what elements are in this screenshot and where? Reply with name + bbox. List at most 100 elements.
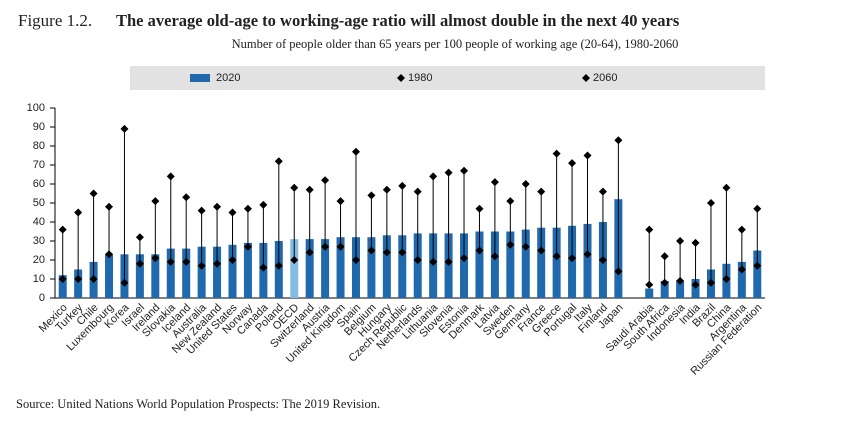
bar <box>382 235 391 298</box>
diamond-marker <box>120 124 129 133</box>
diamond-marker <box>460 166 469 175</box>
diamond-marker <box>166 172 175 181</box>
bar <box>58 275 67 298</box>
diamond-marker <box>120 278 129 287</box>
bar <box>398 235 407 298</box>
diamond-marker <box>274 261 283 270</box>
diamond-marker <box>552 252 561 261</box>
diamond-marker <box>521 242 530 251</box>
diamond-marker <box>74 208 83 217</box>
chart-title: The average old-age to working-age ratio… <box>116 11 680 30</box>
diamond-marker <box>382 185 391 194</box>
y-tick-label: 60 <box>33 178 45 190</box>
diamond-marker <box>645 280 654 289</box>
diamond-marker <box>367 246 376 255</box>
diamond-marker <box>182 193 191 202</box>
legend-label: 2060 <box>593 72 617 84</box>
legend-swatch <box>582 74 590 82</box>
diamond-marker <box>444 257 453 266</box>
diamond-marker <box>89 189 98 198</box>
diamond-marker <box>89 275 98 283</box>
diamond-marker <box>429 172 438 181</box>
diamond-marker <box>614 267 623 276</box>
bar <box>660 280 669 298</box>
y-tick-label: 20 <box>33 254 45 266</box>
bar <box>676 280 685 298</box>
diamond-marker <box>475 246 484 255</box>
diamond-marker <box>105 250 114 259</box>
diamond-marker <box>151 254 160 263</box>
diamond-marker <box>614 136 623 145</box>
diamond-marker <box>243 204 252 213</box>
diamond-marker <box>676 276 685 285</box>
diamond-marker <box>259 263 268 272</box>
legend-label: 2020 <box>216 72 240 84</box>
diamond-marker <box>737 225 746 234</box>
bar <box>336 237 345 298</box>
diamond-marker <box>135 233 144 242</box>
bar <box>367 237 376 298</box>
diamond-marker <box>583 250 592 259</box>
bar <box>213 246 222 298</box>
diamond-marker <box>290 256 299 264</box>
diamond-marker <box>259 200 268 209</box>
diamond-marker <box>429 257 438 266</box>
diamond-marker <box>336 242 345 251</box>
diamond-marker <box>490 252 499 261</box>
diamond-marker <box>475 204 484 213</box>
diamond-marker <box>243 242 252 251</box>
legend-swatch <box>397 74 405 82</box>
diamond-marker <box>351 147 360 156</box>
diamond-marker <box>691 280 700 289</box>
bar <box>197 246 206 298</box>
bar <box>182 248 191 298</box>
bar <box>460 233 469 298</box>
bar <box>521 229 530 298</box>
y-tick-label: 100 <box>27 102 45 114</box>
diamond-marker <box>460 254 469 263</box>
diamond-marker <box>398 181 407 190</box>
bar <box>413 233 422 298</box>
diamond-marker <box>351 256 360 264</box>
diamond-marker <box>290 183 299 192</box>
diamond-marker <box>74 275 83 283</box>
diamond-marker <box>660 278 669 287</box>
diamond-marker <box>213 202 222 211</box>
diamond-marker <box>521 180 530 188</box>
bar <box>645 288 654 298</box>
diamond-marker <box>444 168 453 177</box>
y-tick-label: 80 <box>33 140 45 152</box>
diamond-marker <box>105 202 114 211</box>
diamond-marker <box>706 278 715 287</box>
diamond-marker <box>691 238 700 247</box>
diamond-marker <box>506 197 515 206</box>
bar <box>321 239 330 298</box>
diamond-marker <box>305 248 314 257</box>
diamond-marker <box>722 275 731 283</box>
bar <box>305 239 314 298</box>
legend-swatch <box>190 74 210 82</box>
diamond-marker <box>321 176 330 185</box>
diamond-marker <box>660 252 669 261</box>
diamond-marker <box>213 259 222 268</box>
bar <box>552 227 561 298</box>
diamond-marker <box>398 248 407 257</box>
diamond-marker <box>228 208 237 217</box>
diamond-marker <box>568 159 577 168</box>
y-tick-label: 40 <box>33 216 45 228</box>
bar <box>506 231 515 298</box>
bar <box>228 244 237 298</box>
bar <box>537 227 546 298</box>
diamond-marker <box>753 204 762 213</box>
diamond-marker <box>166 257 175 266</box>
diamond-marker <box>413 187 422 196</box>
chart-subtitle: Number of people older than 65 years per… <box>232 37 679 51</box>
diamond-marker <box>737 265 746 274</box>
bar <box>490 231 499 298</box>
diamond-marker <box>274 157 283 166</box>
y-tick-label: 10 <box>33 273 45 285</box>
bar <box>105 254 114 298</box>
diamond-marker <box>537 187 546 196</box>
bar <box>290 239 299 298</box>
